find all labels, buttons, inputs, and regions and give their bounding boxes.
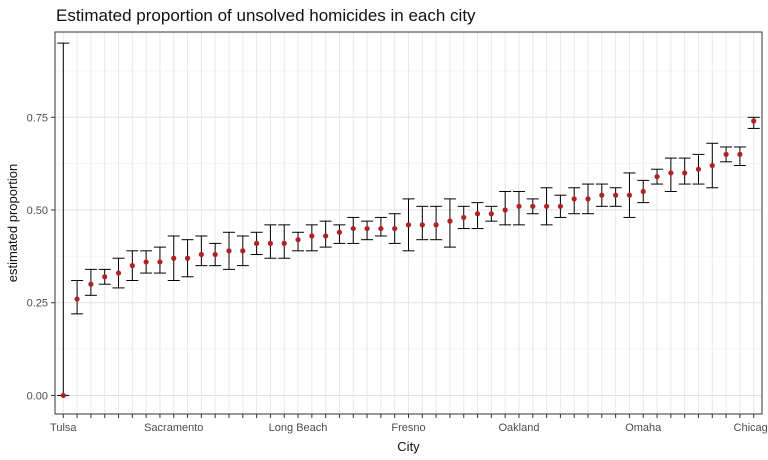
x-tick-label: Chicago xyxy=(734,422,768,434)
x-tick-label: Oakland xyxy=(498,422,539,434)
data-point xyxy=(378,225,384,232)
data-point xyxy=(198,251,204,258)
y-tick-label: 0.25 xyxy=(27,298,48,310)
data-point xyxy=(405,222,412,228)
chart-title: Estimated proportion of unsolved homicid… xyxy=(56,6,476,25)
data-point xyxy=(295,237,301,243)
data-point xyxy=(392,225,398,232)
x-axis-ticks: Tulsa Sacramento Long Beach Fresno Oakland Om… xyxy=(50,414,768,434)
data-point xyxy=(502,207,508,213)
data-point xyxy=(419,222,425,228)
data-point xyxy=(171,255,177,261)
data-point xyxy=(267,240,274,246)
data-point xyxy=(74,296,80,302)
data-point xyxy=(516,203,522,209)
data-point xyxy=(212,251,218,258)
data-point xyxy=(364,225,370,232)
data-point xyxy=(751,118,757,124)
data-point xyxy=(115,270,122,276)
data-point xyxy=(184,255,191,261)
data-point xyxy=(709,162,715,169)
data-point xyxy=(336,229,343,235)
data-point xyxy=(447,218,453,224)
data-point xyxy=(226,248,232,254)
x-axis-title: City xyxy=(397,439,420,454)
data-point xyxy=(530,203,536,209)
data-point xyxy=(102,274,108,280)
data-point xyxy=(599,192,605,198)
data-point xyxy=(323,233,329,239)
y-axis-title: estimated proportion xyxy=(5,164,20,283)
data-point xyxy=(281,240,287,246)
data-point xyxy=(571,196,577,202)
data-point xyxy=(474,211,481,217)
data-point xyxy=(488,211,494,217)
data-point xyxy=(433,222,439,228)
y-axis-ticks: 0.00 0.25 0.50 0.75 xyxy=(27,112,55,402)
data-point xyxy=(350,225,356,232)
x-tick-label: Long Beach xyxy=(269,422,328,434)
data-points xyxy=(60,118,757,399)
data-point xyxy=(695,166,702,172)
x-tick-label: Tulsa xyxy=(50,422,77,434)
y-tick-label: 0.00 xyxy=(27,390,48,402)
data-point xyxy=(626,192,633,198)
x-tick-label: Sacramento xyxy=(144,422,203,434)
data-point xyxy=(723,151,729,157)
x-tick-label: Fresno xyxy=(391,422,425,434)
data-point xyxy=(682,170,688,176)
data-point xyxy=(557,203,563,209)
data-point xyxy=(640,188,646,195)
data-point xyxy=(309,233,315,239)
x-tick-label: Omaha xyxy=(625,422,662,434)
data-point xyxy=(461,214,467,221)
data-point xyxy=(60,392,66,399)
data-point xyxy=(543,203,550,209)
y-tick-label: 0.50 xyxy=(27,205,48,217)
data-point xyxy=(143,259,149,265)
data-point xyxy=(654,174,660,180)
data-point xyxy=(129,263,135,269)
y-tick-label: 0.75 xyxy=(27,112,48,124)
data-point xyxy=(254,240,260,246)
data-point xyxy=(737,151,743,157)
error-bar xyxy=(195,235,208,267)
data-point xyxy=(585,196,591,202)
data-point xyxy=(613,192,619,198)
data-point xyxy=(157,259,163,265)
data-point xyxy=(88,281,94,287)
data-point xyxy=(668,170,674,176)
data-point xyxy=(240,248,246,254)
